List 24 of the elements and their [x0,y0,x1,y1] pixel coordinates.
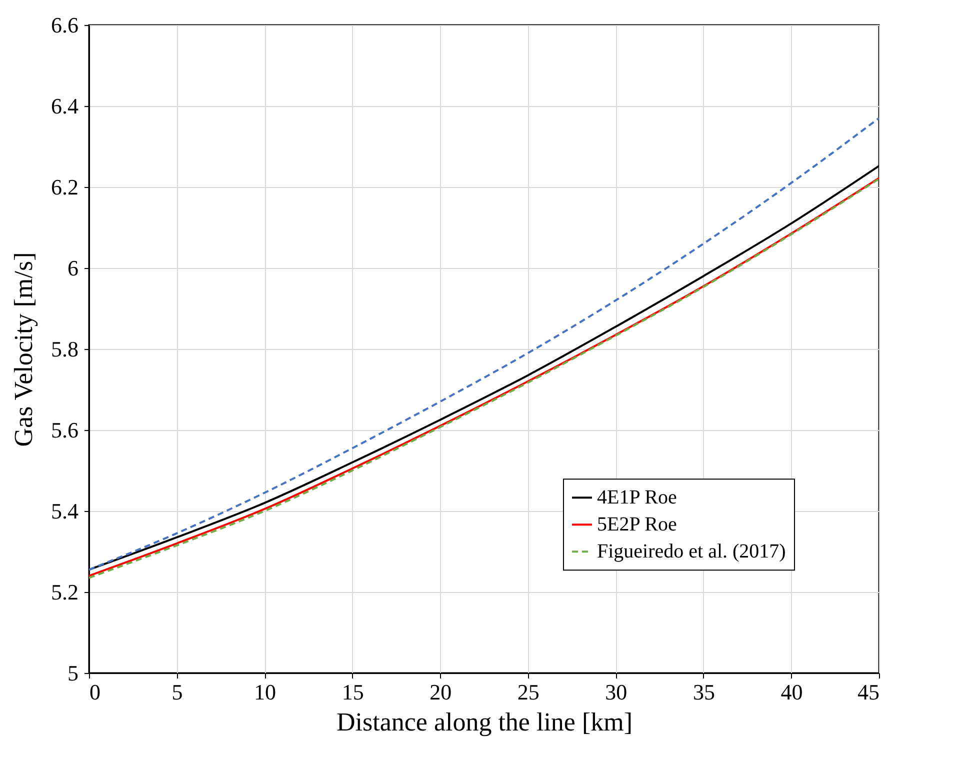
y-tick-label: 6 [68,256,78,280]
x-tick-label: 30 [605,680,628,704]
legend-label: Figueiredo et al. (2017) [597,540,786,563]
x-tick-label: 15 [342,680,364,704]
x-tick-label: 35 [692,680,715,704]
y-tick-label: 5.6 [51,418,78,442]
y-tick-label: 6.2 [51,174,78,200]
x-tick-label: 20 [430,680,452,704]
x-tick-label: 5 [172,680,183,704]
x-tick-label: 10 [254,680,276,704]
x-tick-label: 25 [517,680,540,704]
y-tick-label: 5.8 [51,336,78,362]
y-tick-label: 6.6 [51,12,78,38]
legend-label: 4E1P Roe [597,486,677,509]
x-axis-title: Distance along the line [km] [336,708,633,736]
y-axis-title: Gas Velocity [m/s] [9,252,38,447]
legend-label: 5E2P Roe [597,514,677,536]
y-tick-label: 6.4 [51,94,78,118]
y-tick-label: 5 [68,660,78,686]
x-tick-label: 40 [780,680,803,704]
x-tick-label: 45 [858,680,880,704]
y-tick-label: 5.4 [51,498,78,524]
y-tick-label: 5.2 [51,580,78,604]
x-tick-label: 0 [90,680,100,704]
